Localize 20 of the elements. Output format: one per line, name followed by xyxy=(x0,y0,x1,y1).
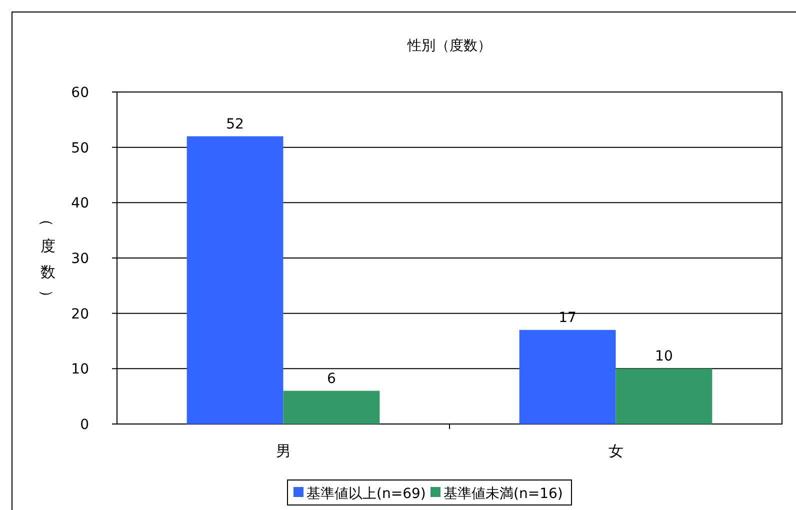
x-tick-label: 女 xyxy=(608,442,624,460)
chart-title: 性別（度数） xyxy=(406,38,492,54)
data-label: 10 xyxy=(655,348,673,365)
y-tick-label: 10 xyxy=(71,362,89,378)
bar xyxy=(283,390,380,424)
y-tick-label: 50 xyxy=(71,140,89,156)
y-tick-label: 20 xyxy=(71,306,89,322)
bar xyxy=(186,136,284,424)
bar xyxy=(519,330,616,424)
y-tick-label: 40 xyxy=(71,196,89,212)
data-label: 6 xyxy=(327,370,336,387)
y-tick-label: 0 xyxy=(80,417,89,433)
legend-label: 基準値未満(n=16) xyxy=(444,486,563,502)
x-tick-label: 男 xyxy=(276,442,291,460)
y-tick-label: 30 xyxy=(71,251,89,267)
data-label: 52 xyxy=(226,116,244,132)
legend-label: 基準値以上(n=69) xyxy=(306,486,426,502)
y-axis-title: （度数） xyxy=(38,212,56,304)
bar xyxy=(616,368,712,424)
y-tick-label: 60 xyxy=(71,85,89,101)
